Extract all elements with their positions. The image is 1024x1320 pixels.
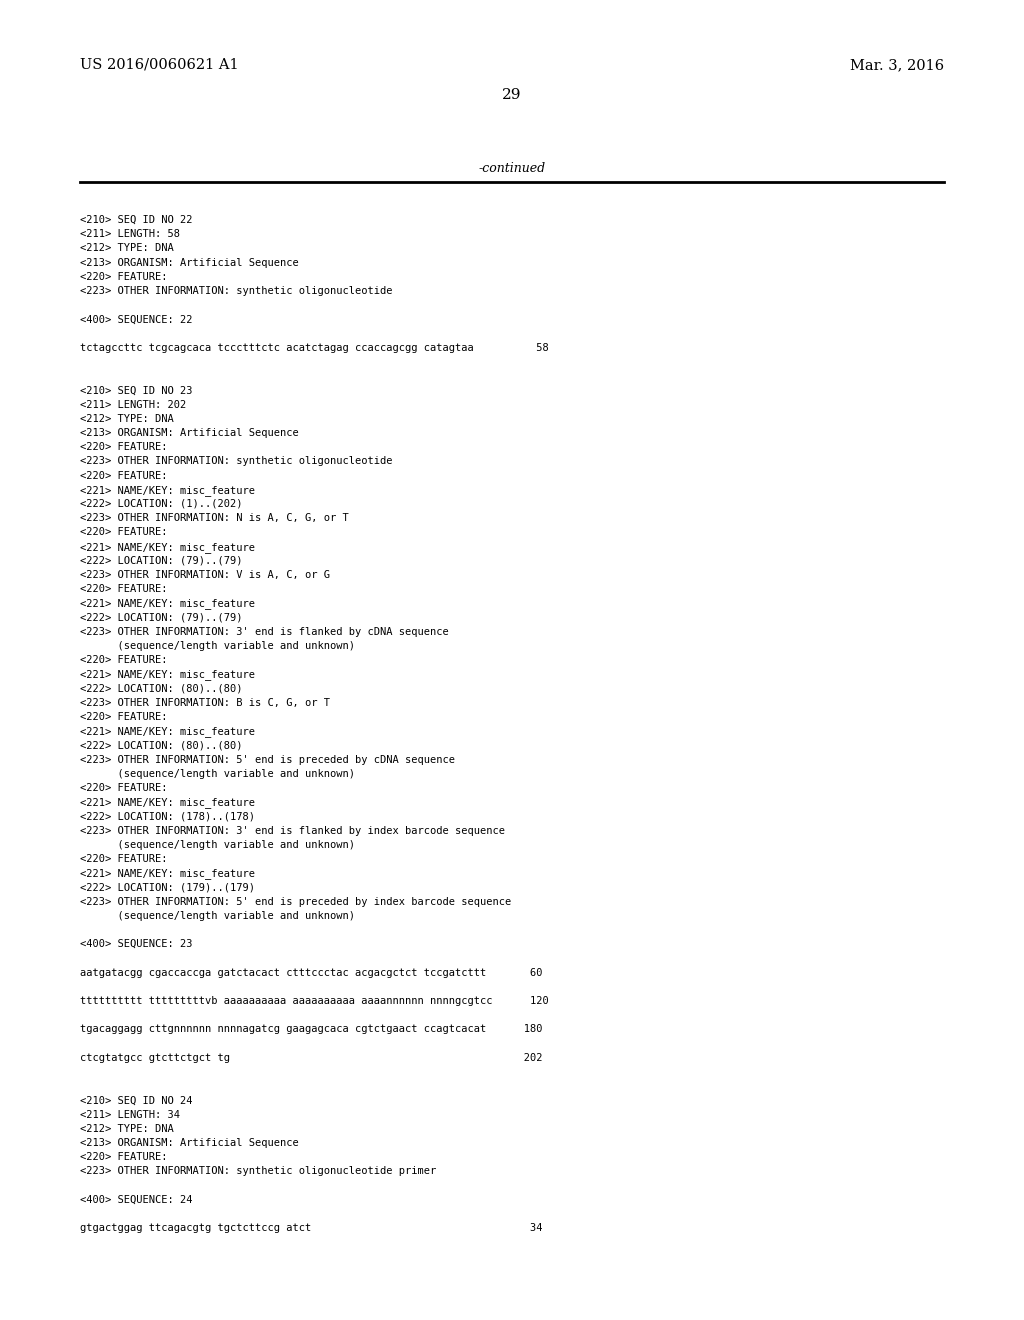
Text: 29: 29 xyxy=(502,88,522,102)
Text: <210> SEQ ID NO 23: <210> SEQ ID NO 23 xyxy=(80,385,193,396)
Text: <220> FEATURE:: <220> FEATURE: xyxy=(80,528,168,537)
Text: <221> NAME/KEY: misc_feature: <221> NAME/KEY: misc_feature xyxy=(80,669,255,680)
Text: <223> OTHER INFORMATION: 5' end is preceded by cDNA sequence: <223> OTHER INFORMATION: 5' end is prece… xyxy=(80,755,455,764)
Text: <223> OTHER INFORMATION: 3' end is flanked by cDNA sequence: <223> OTHER INFORMATION: 3' end is flank… xyxy=(80,627,449,636)
Text: Mar. 3, 2016: Mar. 3, 2016 xyxy=(850,58,944,73)
Text: ctcgtatgcc gtcttctgct tg                                               202: ctcgtatgcc gtcttctgct tg 202 xyxy=(80,1053,543,1063)
Text: (sequence/length variable and unknown): (sequence/length variable and unknown) xyxy=(80,768,355,779)
Text: <210> SEQ ID NO 24: <210> SEQ ID NO 24 xyxy=(80,1096,193,1105)
Text: tctagccttc tcgcagcaca tccctttctc acatctagag ccaccagcgg catagtaa          58: tctagccttc tcgcagcaca tccctttctc acatcta… xyxy=(80,343,549,352)
Text: <221> NAME/KEY: misc_feature: <221> NAME/KEY: misc_feature xyxy=(80,484,255,496)
Text: -continued: -continued xyxy=(478,161,546,174)
Text: <220> FEATURE:: <220> FEATURE: xyxy=(80,783,168,793)
Text: <210> SEQ ID NO 22: <210> SEQ ID NO 22 xyxy=(80,215,193,224)
Text: <221> NAME/KEY: misc_feature: <221> NAME/KEY: misc_feature xyxy=(80,797,255,808)
Text: <212> TYPE: DNA: <212> TYPE: DNA xyxy=(80,1123,174,1134)
Text: <213> ORGANISM: Artificial Sequence: <213> ORGANISM: Artificial Sequence xyxy=(80,428,299,438)
Text: <220> FEATURE:: <220> FEATURE: xyxy=(80,1152,168,1162)
Text: US 2016/0060621 A1: US 2016/0060621 A1 xyxy=(80,58,239,73)
Text: gtgactggag ttcagacgtg tgctcttccg atct                                   34: gtgactggag ttcagacgtg tgctcttccg atct 34 xyxy=(80,1224,543,1233)
Text: <221> NAME/KEY: misc_feature: <221> NAME/KEY: misc_feature xyxy=(80,598,255,610)
Text: tgacaggagg cttgnnnnnn nnnnagatcg gaagagcaca cgtctgaact ccagtcacat      180: tgacaggagg cttgnnnnnn nnnnagatcg gaagagc… xyxy=(80,1024,543,1035)
Text: aatgatacgg cgaccaccga gatctacact ctttccctac acgacgctct tccgatcttt       60: aatgatacgg cgaccaccga gatctacact ctttccc… xyxy=(80,968,543,978)
Text: <212> TYPE: DNA: <212> TYPE: DNA xyxy=(80,243,174,253)
Text: <400> SEQUENCE: 22: <400> SEQUENCE: 22 xyxy=(80,314,193,325)
Text: <211> LENGTH: 58: <211> LENGTH: 58 xyxy=(80,230,180,239)
Text: (sequence/length variable and unknown): (sequence/length variable and unknown) xyxy=(80,911,355,921)
Text: <222> LOCATION: (79)..(79): <222> LOCATION: (79)..(79) xyxy=(80,556,243,566)
Text: <222> LOCATION: (1)..(202): <222> LOCATION: (1)..(202) xyxy=(80,499,243,510)
Text: <223> OTHER INFORMATION: synthetic oligonucleotide: <223> OTHER INFORMATION: synthetic oligo… xyxy=(80,457,392,466)
Text: <223> OTHER INFORMATION: N is A, C, G, or T: <223> OTHER INFORMATION: N is A, C, G, o… xyxy=(80,513,349,523)
Text: <220> FEATURE:: <220> FEATURE: xyxy=(80,272,168,281)
Text: (sequence/length variable and unknown): (sequence/length variable and unknown) xyxy=(80,642,355,651)
Text: <223> OTHER INFORMATION: 5' end is preceded by index barcode sequence: <223> OTHER INFORMATION: 5' end is prece… xyxy=(80,896,511,907)
Text: tttttttttt tttttttttvb aaaaaaaaaa aaaaaaaaaa aaaannnnnn nnnngcgtcc      120: tttttttttt tttttttttvb aaaaaaaaaa aaaaaa… xyxy=(80,997,549,1006)
Text: <220> FEATURE:: <220> FEATURE: xyxy=(80,585,168,594)
Text: <220> FEATURE:: <220> FEATURE: xyxy=(80,854,168,865)
Text: <221> NAME/KEY: misc_feature: <221> NAME/KEY: misc_feature xyxy=(80,726,255,737)
Text: <223> OTHER INFORMATION: V is A, C, or G: <223> OTHER INFORMATION: V is A, C, or G xyxy=(80,570,330,579)
Text: <400> SEQUENCE: 24: <400> SEQUENCE: 24 xyxy=(80,1195,193,1205)
Text: <400> SEQUENCE: 23: <400> SEQUENCE: 23 xyxy=(80,940,193,949)
Text: (sequence/length variable and unknown): (sequence/length variable and unknown) xyxy=(80,840,355,850)
Text: <222> LOCATION: (79)..(79): <222> LOCATION: (79)..(79) xyxy=(80,612,243,623)
Text: <221> NAME/KEY: misc_feature: <221> NAME/KEY: misc_feature xyxy=(80,869,255,879)
Text: <223> OTHER INFORMATION: synthetic oligonucleotide: <223> OTHER INFORMATION: synthetic oligo… xyxy=(80,286,392,296)
Text: <220> FEATURE:: <220> FEATURE: xyxy=(80,471,168,480)
Text: <212> TYPE: DNA: <212> TYPE: DNA xyxy=(80,413,174,424)
Text: <211> LENGTH: 202: <211> LENGTH: 202 xyxy=(80,400,186,409)
Text: <223> OTHER INFORMATION: B is C, G, or T: <223> OTHER INFORMATION: B is C, G, or T xyxy=(80,698,330,708)
Text: <213> ORGANISM: Artificial Sequence: <213> ORGANISM: Artificial Sequence xyxy=(80,257,299,268)
Text: <222> LOCATION: (178)..(178): <222> LOCATION: (178)..(178) xyxy=(80,812,255,821)
Text: <222> LOCATION: (80)..(80): <222> LOCATION: (80)..(80) xyxy=(80,684,243,693)
Text: <220> FEATURE:: <220> FEATURE: xyxy=(80,711,168,722)
Text: <221> NAME/KEY: misc_feature: <221> NAME/KEY: misc_feature xyxy=(80,541,255,553)
Text: <220> FEATURE:: <220> FEATURE: xyxy=(80,442,168,453)
Text: <223> OTHER INFORMATION: 3' end is flanked by index barcode sequence: <223> OTHER INFORMATION: 3' end is flank… xyxy=(80,825,505,836)
Text: <222> LOCATION: (179)..(179): <222> LOCATION: (179)..(179) xyxy=(80,882,255,892)
Text: <211> LENGTH: 34: <211> LENGTH: 34 xyxy=(80,1110,180,1119)
Text: <223> OTHER INFORMATION: synthetic oligonucleotide primer: <223> OTHER INFORMATION: synthetic oligo… xyxy=(80,1167,436,1176)
Text: <220> FEATURE:: <220> FEATURE: xyxy=(80,655,168,665)
Text: <213> ORGANISM: Artificial Sequence: <213> ORGANISM: Artificial Sequence xyxy=(80,1138,299,1148)
Text: <222> LOCATION: (80)..(80): <222> LOCATION: (80)..(80) xyxy=(80,741,243,750)
